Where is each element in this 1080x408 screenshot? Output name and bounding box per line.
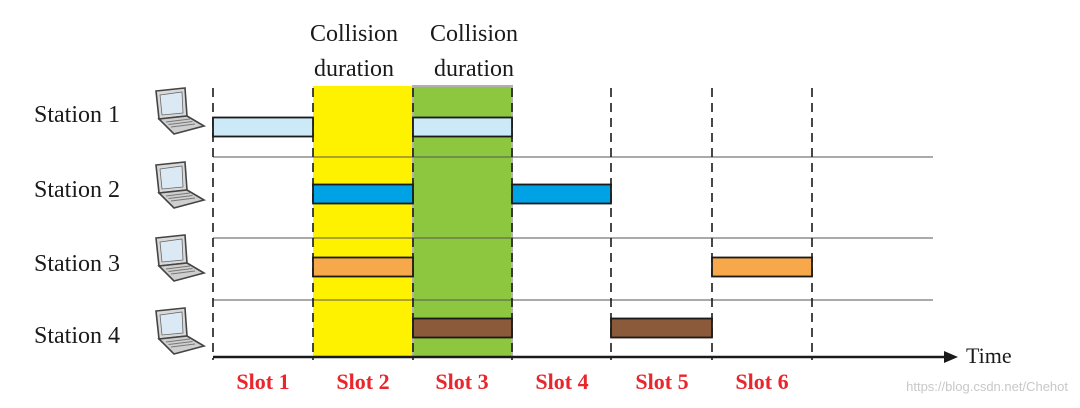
station-label-3: Station 3 bbox=[34, 251, 120, 277]
slot-label-5: Slot 5 bbox=[635, 369, 688, 394]
collision-label-line2: duration bbox=[314, 56, 394, 82]
slot-label-3: Slot 3 bbox=[435, 369, 488, 394]
laptop-keyboard-row bbox=[165, 265, 191, 270]
frame-station-1-slot-1 bbox=[212, 116, 314, 138]
frame-station-1-slot-3 bbox=[412, 116, 513, 138]
frame-station-2-slot-2 bbox=[312, 183, 414, 205]
laptop-keyboard-row bbox=[170, 197, 196, 202]
station-label-1: Station 1 bbox=[34, 102, 120, 128]
laptop-screen bbox=[159, 238, 184, 263]
time-axis: Time bbox=[213, 343, 1012, 368]
laptop-keyboard-row bbox=[165, 338, 191, 343]
laptop-screen bbox=[159, 165, 184, 190]
laptop-keyboard-row bbox=[168, 121, 193, 125]
station-dividers bbox=[213, 156, 933, 301]
laptop-screen bbox=[159, 311, 184, 336]
laptop-base bbox=[157, 189, 207, 209]
collision-label-line2: duration bbox=[434, 56, 514, 82]
station-labels: Station 1 Station 2 Station 3 Station 4 bbox=[34, 102, 120, 349]
laptop-icon bbox=[155, 161, 207, 209]
collision-region-slot-2 bbox=[313, 86, 413, 357]
frame-station-2-slot-4 bbox=[511, 183, 612, 205]
station-label-2: Station 2 bbox=[34, 177, 120, 203]
laptop-base bbox=[157, 262, 207, 282]
laptop-icon bbox=[155, 234, 207, 282]
frame-station-4-slot-5 bbox=[610, 317, 713, 339]
laptop-keyboard-row bbox=[165, 118, 191, 123]
time-axis-arrowhead bbox=[944, 351, 958, 363]
station-label-4: Station 4 bbox=[34, 323, 120, 349]
laptop-base bbox=[157, 115, 207, 135]
laptop-keyboard-row bbox=[170, 123, 196, 128]
laptop-icon bbox=[155, 87, 207, 135]
laptop-icon bbox=[155, 307, 207, 355]
laptop-icons bbox=[155, 87, 207, 355]
collision-labels: Collision duration Collision duration bbox=[310, 21, 518, 82]
frame-station-3-slot-2 bbox=[312, 256, 414, 278]
slot-label-4: Slot 4 bbox=[535, 369, 588, 394]
collision-label-line1: Collision bbox=[430, 21, 518, 47]
collision-label-line1: Collision bbox=[310, 21, 398, 47]
laptop-keyboard-row bbox=[168, 341, 193, 345]
slot-labels: Slot 1 Slot 2 Slot 3 Slot 4 Slot 5 Slot … bbox=[236, 369, 788, 394]
laptop-keyboard-row bbox=[170, 270, 196, 275]
frame-station-4-slot-3 bbox=[412, 317, 513, 339]
time-label: Time bbox=[966, 343, 1012, 368]
frames bbox=[212, 116, 813, 339]
frame-station-3-slot-6 bbox=[711, 256, 813, 278]
laptop-keyboard-row bbox=[168, 195, 193, 199]
slot-label-1: Slot 1 bbox=[236, 369, 289, 394]
laptop-screen bbox=[159, 91, 184, 116]
laptop-keyboard-row bbox=[165, 192, 191, 197]
laptop-keyboard-row bbox=[168, 268, 193, 272]
laptop-base bbox=[157, 335, 207, 355]
slot-label-2: Slot 2 bbox=[336, 369, 389, 394]
slot-label-6: Slot 6 bbox=[735, 369, 788, 394]
laptop-keyboard-row bbox=[170, 343, 196, 348]
watermark: https://blog.csdn.net/Chehot bbox=[906, 379, 1068, 394]
